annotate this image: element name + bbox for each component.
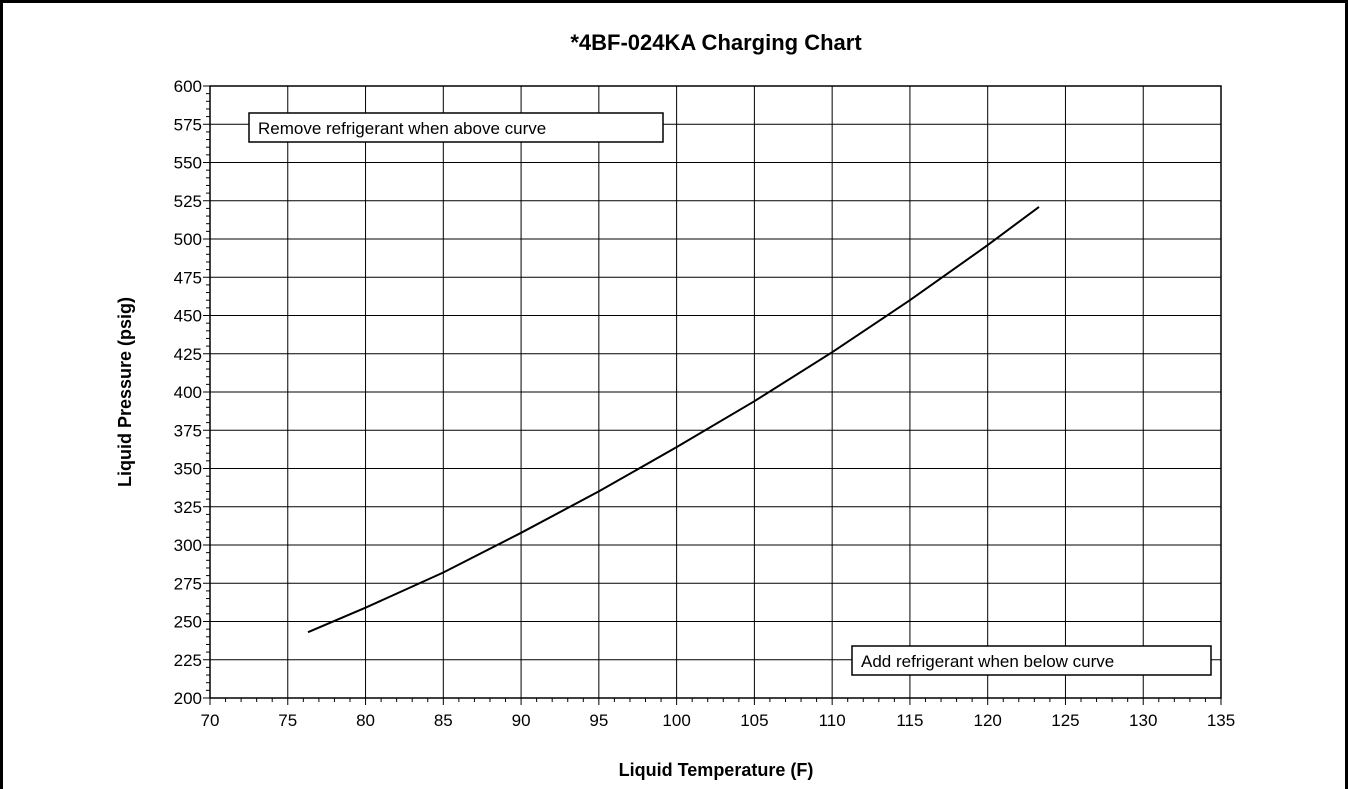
y-tick-label: 250 <box>174 613 202 632</box>
x-tick-label: 115 <box>896 711 923 730</box>
x-axis-tick-labels: 70 75 80 85 90 95 100 105 110 115 120 125 130 135 <box>201 711 1236 730</box>
x-tick-label: 85 <box>434 711 453 730</box>
annotation-add-box <box>851 645 1212 676</box>
annotation-remove-box <box>248 112 664 143</box>
annotation-add-refrigerant: Add refrigerant when below curve <box>851 645 1212 676</box>
x-axis-title: Liquid Temperature (F) <box>619 760 814 780</box>
grid-lines <box>210 86 1221 698</box>
y-tick-label: 450 <box>174 307 202 326</box>
y-tick-label: 550 <box>174 154 202 173</box>
y-tick-label: 475 <box>174 268 202 287</box>
x-tick-label: 120 <box>974 711 1002 730</box>
x-tick-label: 125 <box>1051 711 1079 730</box>
x-tick-label: 100 <box>662 711 690 730</box>
x-tick-label: 80 <box>356 711 375 730</box>
y-axis-tick-labels: 200 225 250 275 300 325 350 375 400 425 450 475 500 5… <box>174 77 202 708</box>
y-tick-label: 225 <box>174 651 202 670</box>
y-tick-label: 375 <box>174 421 202 440</box>
chart-title: *4BF-024KA Charging Chart <box>570 30 862 55</box>
annotation-add-text: Add refrigerant when below curve <box>861 652 1114 671</box>
plot-area-border <box>209 85 1222 699</box>
y-tick-label: 425 <box>174 345 202 364</box>
annotation-remove-refrigerant: Remove refrigerant when above curve <box>248 112 664 143</box>
x-tick-label: 105 <box>740 711 768 730</box>
x-tick-label: 90 <box>512 711 531 730</box>
y-tick-label: 200 <box>174 689 202 708</box>
y-tick-label: 325 <box>174 498 202 517</box>
y-tick-label: 300 <box>174 536 202 555</box>
y-tick-label: 275 <box>174 574 202 593</box>
y-tick-label: 600 <box>174 77 202 96</box>
y-tick-label: 575 <box>174 115 202 134</box>
y-tick-label: 350 <box>174 460 202 479</box>
x-tick-label: 135 <box>1207 711 1235 730</box>
x-tick-label: 70 <box>201 711 220 730</box>
y-axis-title: Liquid Pressure (psig) <box>115 297 135 487</box>
y-tick-label: 500 <box>174 230 202 249</box>
x-tick-label: 75 <box>278 711 297 730</box>
charging-curve <box>307 206 1040 634</box>
annotation-remove-text: Remove refrigerant when above curve <box>258 119 546 138</box>
y-tick-label: 400 <box>174 383 202 402</box>
x-tick-label: 95 <box>589 711 608 730</box>
x-tick-label: 110 <box>819 711 846 730</box>
x-tick-label: 130 <box>1129 711 1157 730</box>
y-tick-label: 525 <box>174 192 202 211</box>
